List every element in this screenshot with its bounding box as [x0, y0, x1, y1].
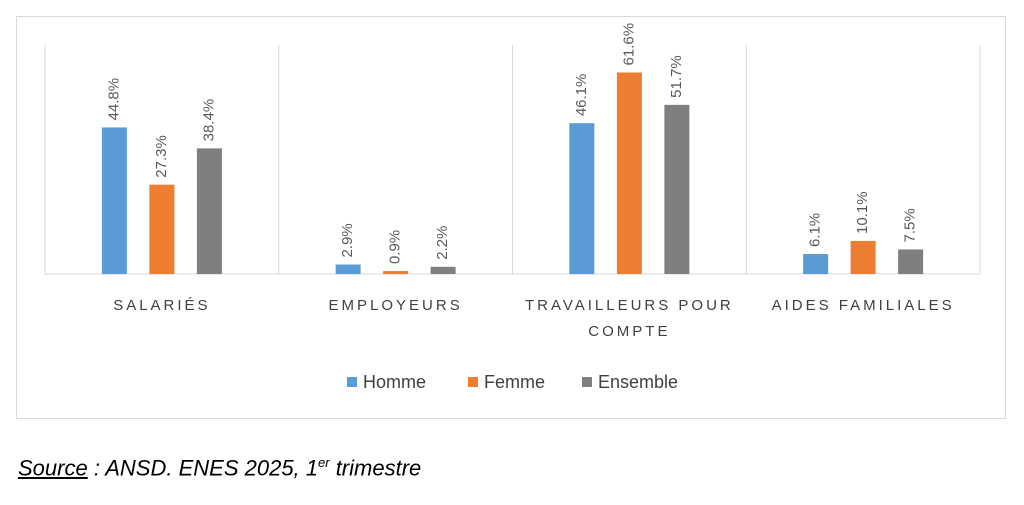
chart: 44.8% 27.3% 38.4% 2.9% 0.9% 2.2% 46.1% 61.6% 51.… [44, 23, 981, 392]
bar [383, 271, 409, 274]
bar [898, 249, 924, 274]
bar [149, 184, 175, 274]
source-text: : ANSD. ENES 2025, 1 [87, 455, 319, 481]
data-label: 27.3% [153, 135, 170, 178]
data-label: 2.9% [339, 223, 356, 257]
bar [430, 266, 456, 274]
data-label: 0.9% [387, 230, 404, 264]
data-label: 51.7% [668, 55, 685, 98]
data-label: 10.1% [854, 191, 871, 234]
source-sup: er [318, 455, 330, 470]
data-label: 38.4% [200, 99, 217, 142]
x-tick-label: SALARIÉS [113, 297, 211, 314]
x-tick-label: EMPLOYEURS [328, 297, 463, 314]
bar [101, 127, 127, 274]
data-label: 7.5% [902, 208, 919, 242]
source-rest: trimestre [329, 455, 422, 481]
legend-swatch [468, 377, 478, 387]
x-tick-label: TRAVAILLEURS POUR COMPTE [524, 297, 734, 340]
bar [664, 104, 690, 274]
data-label: 6.1% [807, 213, 824, 247]
legend-label: Ensemble [598, 372, 678, 392]
legend-label: Femme [484, 372, 545, 392]
source-label: Source [18, 455, 88, 481]
legend-swatch [347, 377, 357, 387]
data-label: 61.6% [620, 23, 637, 66]
bar [196, 148, 222, 274]
data-label: 46.1% [573, 74, 590, 117]
x-tick-label: AIDES FAMILIALES [771, 297, 955, 314]
data-label: 2.2% [434, 226, 451, 260]
bar [569, 123, 595, 275]
bar [850, 240, 876, 274]
bar [803, 254, 829, 274]
bar [616, 72, 642, 274]
source: Source : ANSD. ENES 2025, 1er trimestre [18, 455, 421, 481]
legend-label: Homme [363, 372, 426, 392]
legend-swatch [582, 377, 592, 387]
bar [335, 264, 361, 274]
data-label: 44.8% [105, 78, 122, 121]
chart-frame [16, 16, 1006, 419]
